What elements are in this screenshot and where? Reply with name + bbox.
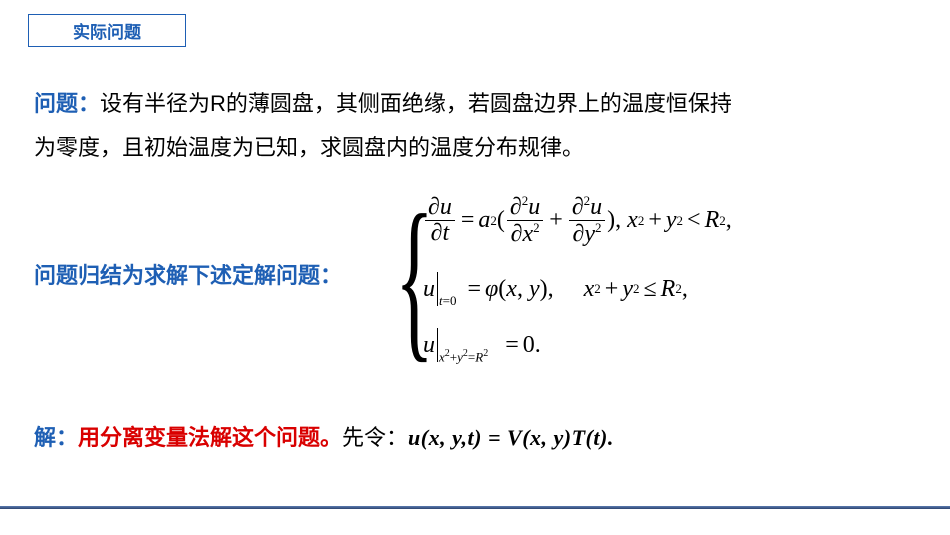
solution-label: 解： — [34, 425, 78, 450]
d2u-dx2: ∂2u ∂x2 — [507, 194, 543, 247]
solution-line: 解：用分离变量法解这个问题。先令：u(x, y,t) = V(x, y)T(t)… — [34, 420, 614, 452]
initial-condition: ut=0 = φ(x, y), x2+y2 ≤R2, — [423, 272, 688, 306]
footer-divider — [0, 506, 950, 509]
separation-formula: u(x, y,t) = V(x, y)T(t). — [408, 425, 614, 450]
pde-equation: ∂u ∂t = a2( ∂2u ∂x2 + ∂2u ∂y2 ), x2+y2 <… — [423, 194, 732, 247]
problem-line-2: 为零度，且初始温度为已知，求圆盘内的温度分布规律。 — [34, 126, 916, 170]
xianling-label: 先令： — [342, 425, 408, 450]
boundary-condition: ux2+y2=R2 = 0. — [423, 328, 541, 362]
reduce-label: 问题归结为求解下述定解问题： — [34, 258, 342, 290]
problem-line-1: 问题：设有半径为R的薄圆盘，其侧面绝缘，若圆盘边界上的温度恒保持 — [34, 82, 916, 126]
problem-statement: 问题：设有半径为R的薄圆盘，其侧面绝缘，若圆盘边界上的温度恒保持 为零度，且初始… — [34, 82, 916, 170]
problem-label: 问题： — [34, 91, 100, 116]
solution-method: 用分离变量法解这个问题。 — [78, 425, 342, 450]
section-tag: 实际问题 — [28, 14, 186, 47]
du-dt: ∂u ∂t — [425, 195, 455, 246]
d2u-dy2: ∂2u ∂y2 — [569, 194, 605, 247]
problem-text-1: 设有半径为R的薄圆盘，其侧面绝缘，若圆盘边界上的温度恒保持 — [100, 91, 732, 116]
